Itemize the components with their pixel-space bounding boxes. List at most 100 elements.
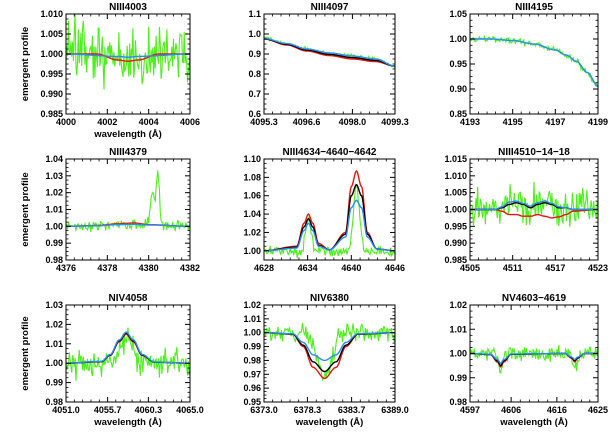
- x-tick-label: 4055.7: [94, 405, 122, 415]
- panel-title: NIV6380: [310, 293, 349, 304]
- plot-frame: [263, 304, 396, 403]
- y-tick-label: 0.7: [248, 89, 261, 99]
- model-curve-blue: [470, 38, 598, 88]
- y-tick-label: 1.08: [243, 172, 261, 182]
- x-tick-label: 4628: [254, 263, 274, 273]
- y-tick-label: 1.02: [449, 300, 467, 310]
- x-tick-label: 6378.3: [294, 405, 322, 415]
- x-tick-label: 4505: [460, 263, 480, 273]
- model-curve-blue: [66, 53, 190, 58]
- y-tick-label: 0.99: [449, 373, 467, 383]
- x-tick-label: 4098.0: [339, 117, 367, 127]
- x-tick-label: 4193: [460, 117, 480, 127]
- y-tick-label: 0.98: [449, 397, 467, 407]
- y-tick-label: 1.01: [45, 205, 63, 215]
- plot-frame: [263, 158, 396, 261]
- x-tick-label: 4051.0: [52, 405, 80, 415]
- x-tick-label: 4000: [56, 117, 76, 127]
- panel-title: NIII4097: [311, 2, 349, 13]
- y-tick-label: 0.8: [248, 69, 261, 79]
- y-tick-label: 1.0: [248, 29, 261, 39]
- x-tick-label: 6383.7: [338, 405, 366, 415]
- observed-spectrum: [470, 344, 598, 374]
- x-tick-label: 6373.0: [250, 405, 278, 415]
- y-tick-label: 1.02: [45, 188, 63, 198]
- x-tick-label: 4195: [503, 117, 523, 127]
- y-tick-label: 0.6: [248, 109, 261, 119]
- x-tick-label: 4597: [460, 405, 480, 415]
- y-tick-label: 0.95: [449, 59, 467, 69]
- y-tick-label: 1.05: [449, 9, 467, 19]
- y-tick-label: 1.02: [45, 319, 63, 329]
- x-tick-label: 4646: [385, 263, 405, 273]
- plot-frame: [263, 13, 396, 115]
- y-tick-label: 0.98: [45, 255, 63, 265]
- y-tick-label: 1.02: [243, 227, 261, 237]
- y-tick-label: 0.90: [449, 84, 467, 94]
- y-tick-label: 1.00: [243, 246, 261, 256]
- model-curve-blue: [264, 199, 395, 252]
- plot-frame: [65, 158, 191, 261]
- x-tick-label: 4606: [501, 405, 521, 415]
- y-tick-label: 0.9: [248, 49, 261, 59]
- y-tick-label: 1.04: [243, 209, 261, 219]
- y-tick-label: 0.990: [444, 238, 467, 248]
- y-tick-label: 1.01: [449, 324, 467, 334]
- x-tick-label: 4099.3: [381, 117, 409, 127]
- y-tick-label: 0.99: [45, 378, 63, 388]
- y-tick-label: 0.97: [243, 369, 261, 379]
- panel-1: NIII4003 4000 4002 4004 4006 0.985 0.990 0.995 1…: [20, 2, 200, 140]
- y-tick-label: 0.995: [40, 69, 63, 79]
- y-tick-label: 1.00: [45, 221, 63, 231]
- y-tick-label: 1.000: [444, 205, 467, 215]
- y-tick-label: 1.1: [248, 9, 261, 19]
- x-tick-label: 4511: [503, 263, 523, 273]
- x-tick-label: 6389.0: [381, 405, 409, 415]
- x-tick-label: 4625: [588, 405, 608, 415]
- x-tick-label: 4517: [545, 263, 565, 273]
- model-curve-blue: [66, 331, 190, 364]
- y-axis-label: emergent profile: [20, 172, 31, 246]
- x-tick-label: 4004: [139, 117, 159, 127]
- y-tick-label: 1.000: [40, 49, 63, 59]
- x-tick-label: 4060.3: [135, 405, 163, 415]
- x-tick-label: 4065.0: [176, 405, 204, 415]
- y-tick-label: 1.04: [45, 154, 63, 164]
- x-tick-label: 4095.3: [250, 117, 278, 127]
- y-tick-label: 1.005: [444, 188, 467, 198]
- x-axis-label: wavelength (Å): [93, 129, 162, 140]
- plot-frame: [65, 304, 191, 403]
- panel-title: NIII4003: [109, 2, 147, 13]
- observed-spectrum: [66, 14, 190, 90]
- panel-title: NIII4634−4640−4642: [283, 147, 377, 158]
- x-tick-label: 4380: [139, 263, 159, 273]
- model-curve-blue: [264, 37, 395, 67]
- y-axis-label: emergent profile: [20, 316, 31, 390]
- y-tick-label: 0.99: [45, 238, 63, 248]
- x-tick-label: 4382: [180, 263, 200, 273]
- model-curve-blue: [66, 223, 190, 228]
- x-axis-label: wavelength (Å): [93, 417, 162, 428]
- panel-8: NIV6380 6373.0 6378.3 6383.7 6389.0 0.95 0.96 0…: [243, 293, 408, 428]
- x-tick-label: 4616: [547, 405, 567, 415]
- x-tick-label: 4378: [97, 263, 117, 273]
- x-tick-label: 4006: [180, 117, 200, 127]
- panel-title: NIV4058: [109, 293, 148, 304]
- y-tick-label: 0.995: [444, 221, 467, 231]
- x-tick-label: 4002: [97, 117, 117, 127]
- model-curve-red: [66, 53, 190, 62]
- y-tick-label: 1.01: [45, 339, 63, 349]
- y-tick-label: 1.00: [449, 34, 467, 44]
- y-tick-label: 1.010: [444, 171, 467, 181]
- y-tick-label: 0.985: [444, 255, 467, 265]
- x-tick-label: 4640: [341, 263, 361, 273]
- x-axis-label: wavelength (Å): [499, 417, 568, 428]
- y-tick-label: 1.03: [45, 171, 63, 181]
- model-curve-black: [264, 332, 395, 373]
- panel-title: NIII4195: [515, 2, 553, 13]
- y-tick-label: 0.99: [243, 342, 261, 352]
- x-tick-label: 4199: [588, 117, 608, 127]
- panel-7: NIV4058 4051.0 4055.7 4060.3 4065.0 0.98 0.99 1…: [20, 293, 204, 428]
- y-axis-label: emergent profile: [20, 27, 31, 101]
